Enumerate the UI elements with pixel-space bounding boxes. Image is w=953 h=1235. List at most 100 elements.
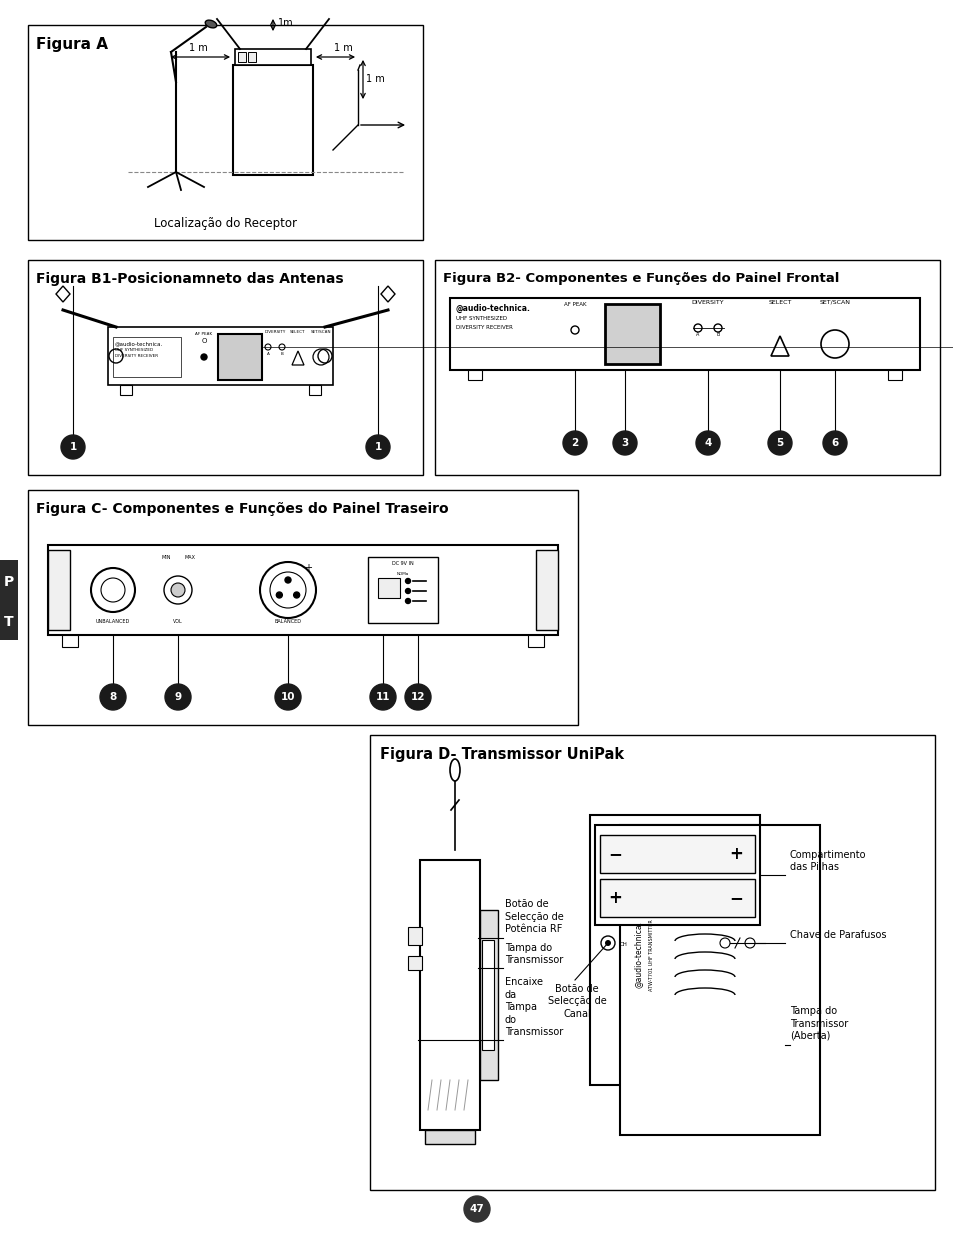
Text: 10: 10 bbox=[280, 692, 294, 701]
Text: UNBALANCED: UNBALANCED bbox=[95, 619, 130, 624]
Ellipse shape bbox=[205, 20, 216, 28]
Bar bbox=[599, 879, 754, 918]
Text: AF PEAK: AF PEAK bbox=[563, 303, 586, 308]
Text: MAX: MAX bbox=[184, 555, 195, 559]
Bar bbox=[218, 333, 262, 380]
Circle shape bbox=[100, 684, 126, 710]
Text: 2: 2 bbox=[571, 438, 578, 448]
Text: B: B bbox=[280, 352, 283, 356]
Circle shape bbox=[274, 684, 301, 710]
Bar bbox=[450, 298, 919, 370]
Circle shape bbox=[405, 578, 410, 583]
Text: UHF SYNTHESIZED: UHF SYNTHESIZED bbox=[456, 316, 507, 321]
Text: −: − bbox=[607, 845, 621, 863]
Text: 11: 11 bbox=[375, 692, 390, 701]
Text: @audio-technica.: @audio-technica. bbox=[115, 341, 163, 346]
Bar bbox=[604, 304, 659, 364]
Text: 47: 47 bbox=[469, 1204, 484, 1214]
Circle shape bbox=[562, 431, 586, 454]
Text: 1: 1 bbox=[374, 442, 381, 452]
Bar bbox=[595, 825, 760, 925]
Text: @audio-technica.: @audio-technica. bbox=[633, 921, 641, 988]
Text: 8: 8 bbox=[110, 692, 116, 701]
Text: DIVERSITY: DIVERSITY bbox=[264, 330, 285, 333]
Text: Figura B1-Posicionamneto das Antenas: Figura B1-Posicionamneto das Antenas bbox=[36, 272, 343, 287]
Text: T: T bbox=[4, 615, 13, 629]
Bar bbox=[62, 635, 78, 647]
Bar bbox=[48, 550, 70, 630]
Text: Figura B2- Componentes e Funções do Painel Frontal: Figura B2- Componentes e Funções do Pain… bbox=[442, 272, 839, 285]
Text: 1 m: 1 m bbox=[366, 74, 384, 84]
Bar bbox=[536, 550, 558, 630]
Text: DIVERSITY RECEIVER: DIVERSITY RECEIVER bbox=[115, 354, 158, 358]
Text: SET/SCAN: SET/SCAN bbox=[311, 330, 331, 333]
Text: SELECT: SELECT bbox=[290, 330, 305, 333]
Text: +: + bbox=[728, 845, 742, 863]
Text: 6: 6 bbox=[830, 438, 838, 448]
Text: B: B bbox=[716, 332, 719, 337]
Text: AF PEAK: AF PEAK bbox=[195, 332, 213, 336]
Circle shape bbox=[405, 599, 410, 604]
Bar bbox=[599, 835, 754, 873]
Text: @audio-technica.: @audio-technica. bbox=[456, 304, 530, 314]
Bar bbox=[377, 578, 399, 598]
Text: Compartimento
das Pilhas: Compartimento das Pilhas bbox=[789, 850, 865, 872]
Text: P: P bbox=[4, 576, 14, 589]
Text: Tampa do
Transmissor: Tampa do Transmissor bbox=[504, 942, 562, 965]
Bar bbox=[589, 815, 760, 1086]
Circle shape bbox=[696, 431, 720, 454]
Bar bbox=[424, 1130, 475, 1144]
Bar bbox=[28, 490, 578, 725]
Bar bbox=[887, 370, 901, 380]
Text: Figura D- Transmissor UniPak: Figura D- Transmissor UniPak bbox=[379, 747, 623, 762]
Text: +: + bbox=[304, 563, 312, 573]
Text: NOMa: NOMa bbox=[396, 572, 409, 576]
Bar bbox=[468, 370, 481, 380]
Bar bbox=[408, 927, 421, 945]
Bar bbox=[237, 52, 246, 62]
Bar bbox=[481, 940, 494, 1050]
Bar bbox=[233, 65, 313, 175]
Text: Figura A: Figura A bbox=[36, 37, 108, 52]
Bar bbox=[28, 25, 422, 240]
Text: Localização do Receptor: Localização do Receptor bbox=[153, 217, 296, 230]
Circle shape bbox=[604, 940, 610, 946]
Text: MIN: MIN bbox=[161, 555, 171, 559]
Bar bbox=[120, 385, 132, 395]
Text: DIVERSITY RECEIVER: DIVERSITY RECEIVER bbox=[456, 325, 513, 330]
Text: BALANCED: BALANCED bbox=[274, 619, 301, 624]
Circle shape bbox=[613, 431, 637, 454]
Circle shape bbox=[366, 435, 390, 459]
Circle shape bbox=[767, 431, 791, 454]
Bar bbox=[48, 545, 558, 635]
Text: 1m: 1m bbox=[277, 19, 294, 28]
Text: DIVERSITY: DIVERSITY bbox=[691, 300, 723, 305]
Bar bbox=[419, 860, 479, 1130]
Text: −: − bbox=[728, 889, 742, 906]
Circle shape bbox=[285, 577, 291, 583]
Circle shape bbox=[201, 354, 207, 359]
Bar bbox=[28, 261, 422, 475]
Circle shape bbox=[171, 583, 185, 597]
Text: 1: 1 bbox=[70, 442, 76, 452]
Text: Botão de
Selecção de
Potência RF: Botão de Selecção de Potência RF bbox=[504, 899, 563, 934]
Text: 5: 5 bbox=[776, 438, 782, 448]
Text: SELECT: SELECT bbox=[767, 300, 791, 305]
Bar bbox=[408, 956, 421, 969]
Circle shape bbox=[370, 684, 395, 710]
Circle shape bbox=[405, 589, 410, 594]
Circle shape bbox=[463, 1195, 490, 1221]
Circle shape bbox=[61, 435, 85, 459]
Bar bbox=[309, 385, 320, 395]
Text: A: A bbox=[696, 332, 699, 337]
Bar bbox=[527, 635, 543, 647]
Bar bbox=[234, 49, 311, 65]
Text: DC 9V IN: DC 9V IN bbox=[392, 561, 414, 566]
Bar bbox=[248, 52, 255, 62]
Text: 1 m: 1 m bbox=[189, 43, 207, 53]
Bar bbox=[619, 825, 820, 1135]
Bar bbox=[0, 559, 18, 640]
Text: Chave de Parafusos: Chave de Parafusos bbox=[789, 930, 885, 940]
Text: Encaixe
da
Tampa
do
Transmissor: Encaixe da Tampa do Transmissor bbox=[504, 977, 562, 1037]
Text: 9: 9 bbox=[174, 692, 181, 701]
